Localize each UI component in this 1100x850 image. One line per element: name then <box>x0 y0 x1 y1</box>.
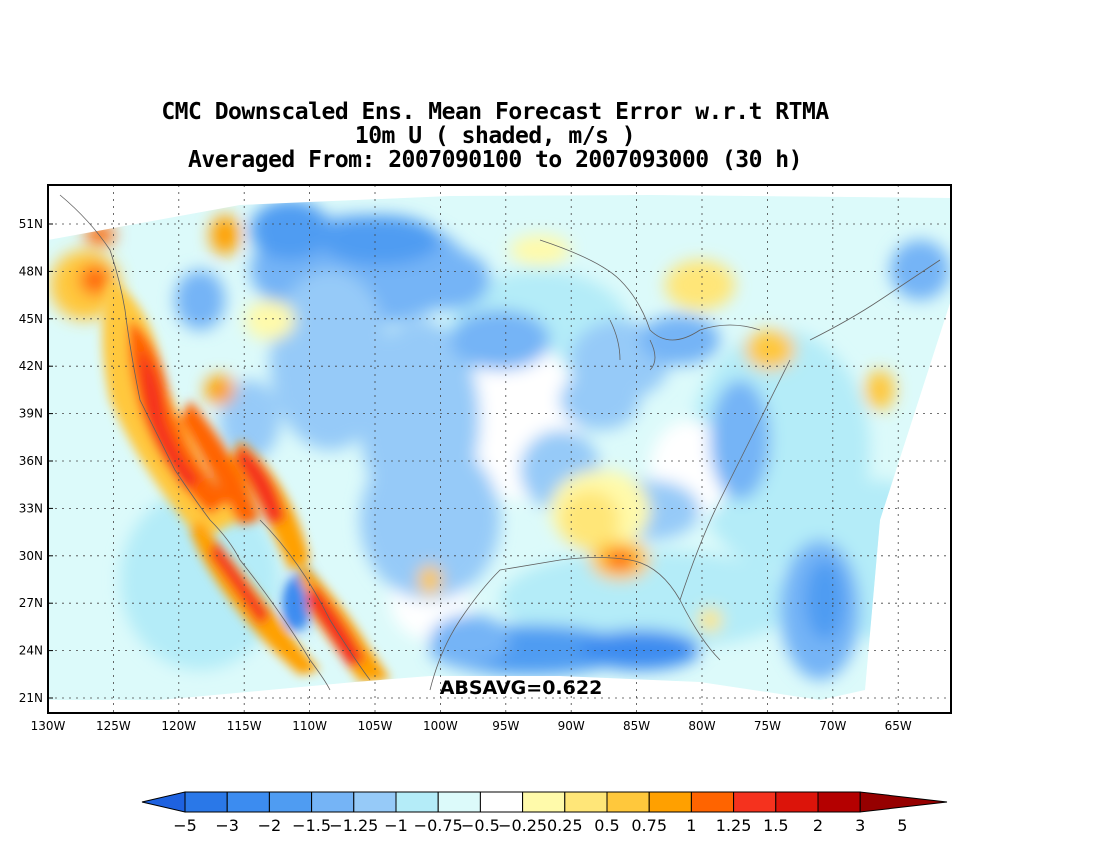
latitude-labels: 51N 48N 45N 42N 39N 36N 33N 30N 27N 24N 21N <box>19 217 43 705</box>
colorbar-arrow-high <box>859 791 948 813</box>
lon-label-115W: 115W <box>227 719 262 733</box>
colorbar-swatch <box>268 791 313 813</box>
colorbar-swatch <box>606 791 650 813</box>
lat-label-30N: 30N <box>19 549 43 563</box>
colorbar-swatch <box>353 791 397 813</box>
lat-label-24N: 24N <box>19 644 43 658</box>
colorbar-label: −1.25 <box>329 816 378 835</box>
lon-label-70W: 70W <box>819 719 846 733</box>
colorbar-label: 5 <box>897 816 907 835</box>
colorbar-label: −1.5 <box>292 816 331 835</box>
colorbar-label: −0.75 <box>414 816 463 835</box>
colorbar-label: 1.25 <box>716 816 752 835</box>
lon-label-110W: 110W <box>292 719 327 733</box>
colorbar-swatch <box>395 791 439 813</box>
colorbar-label: 0.25 <box>547 816 583 835</box>
lon-label-75W: 75W <box>754 719 781 733</box>
colorbar-swatch <box>690 791 735 813</box>
lon-label-95W: 95W <box>492 719 519 733</box>
colorbar-swatch <box>522 791 566 813</box>
lon-label-130W: 130W <box>31 719 66 733</box>
colorbar-swatch <box>311 791 355 813</box>
coastlines <box>59 194 941 691</box>
colorbar-swatch <box>733 791 777 813</box>
colorbar-label: 1 <box>686 816 696 835</box>
lat-label-39N: 39N <box>19 407 43 421</box>
lon-label-65W: 65W <box>885 719 912 733</box>
lat-label-51N: 51N <box>19 217 43 231</box>
colorbar <box>141 791 948 813</box>
title-line-3: Averaged From: 2007090100 to 2007093000 … <box>188 147 802 173</box>
colorbar-swatch <box>184 791 228 813</box>
colorbar-label: −1 <box>384 816 408 835</box>
colorbar-label: −0.25 <box>498 816 547 835</box>
title-line-1: CMC Downscaled Ens. Mean Forecast Error … <box>161 99 829 125</box>
colorbar-swatch <box>648 791 692 813</box>
lat-label-45N: 45N <box>19 312 43 326</box>
colorbar-label: 1.5 <box>763 816 788 835</box>
colorbar-label: 2 <box>813 816 823 835</box>
lat-label-33N: 33N <box>19 501 43 515</box>
lon-label-80W: 80W <box>688 719 715 733</box>
longitude-labels: 130W 125W 120W 115W 110W 105W 100W 95W 90W 85W 80W… <box>31 719 912 733</box>
title-line-2: 10m U ( shaded, m/s ) <box>354 123 636 149</box>
colorbar-label: 0.5 <box>594 816 619 835</box>
lat-label-21N: 21N <box>19 691 43 705</box>
colorbar-swatch <box>437 791 481 813</box>
lon-label-90W: 90W <box>558 719 585 733</box>
lat-label-36N: 36N <box>19 454 43 468</box>
lon-label-105W: 105W <box>358 719 393 733</box>
colorbar-label: −2 <box>258 816 282 835</box>
colorbar-label: −0.5 <box>461 816 500 835</box>
lon-label-125W: 125W <box>96 719 131 733</box>
colorbar-label: −3 <box>215 816 239 835</box>
shaded-field <box>48 194 951 700</box>
lon-label-85W: 85W <box>623 719 650 733</box>
colorbar-swatch <box>564 791 608 813</box>
lon-label-120W: 120W <box>161 719 196 733</box>
colorbar-swatch <box>226 791 270 813</box>
colorbar-label: 0.75 <box>631 816 667 835</box>
lat-label-27N: 27N <box>19 596 43 610</box>
colorbar-arrow-low <box>141 791 186 813</box>
chart-title-block: CMC Downscaled Ens. Mean Forecast Error … <box>0 100 990 172</box>
lon-label-100W: 100W <box>423 719 458 733</box>
map-frame <box>47 184 952 714</box>
colorbar-swatch <box>775 791 819 813</box>
colorbar-swatch <box>479 791 524 813</box>
lat-label-48N: 48N <box>19 264 43 278</box>
colorbar-swatch <box>817 791 861 813</box>
colorbar-label: 3 <box>855 816 865 835</box>
lat-label-42N: 42N <box>19 359 43 373</box>
colorbar-label: −5 <box>173 816 197 835</box>
absavg-annotation: ABSAVG=0.622 <box>440 677 603 699</box>
colorbar-labels: −5 −3 −2 −1.5−1.25 −1 −0.75−0.5−0.25 0.25 0.5 0.… <box>173 816 907 835</box>
